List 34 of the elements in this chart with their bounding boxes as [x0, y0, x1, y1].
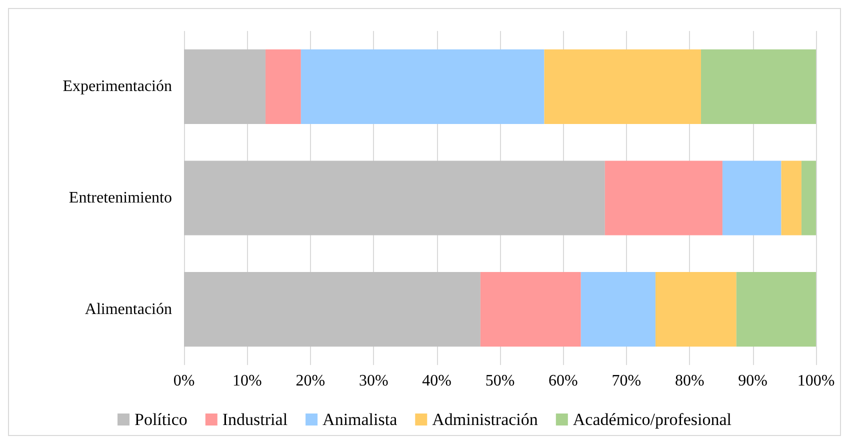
bar — [184, 272, 480, 347]
x-tick-label: 80% — [674, 372, 704, 390]
bar — [736, 272, 816, 347]
legend-label: Industrial — [222, 410, 288, 429]
bar — [266, 49, 301, 124]
bar — [801, 160, 816, 236]
x-tick-label: 90% — [738, 372, 768, 390]
y-tick-label: Alimentación — [84, 300, 172, 318]
bar — [184, 160, 605, 236]
bar — [655, 272, 736, 347]
bar — [300, 49, 544, 124]
x-tick-label: 40% — [422, 372, 452, 390]
x-tick-label: 30% — [358, 372, 388, 390]
bar — [184, 49, 266, 124]
x-tick-label: 0% — [173, 372, 195, 390]
y-tick-label: Experimentación — [62, 78, 172, 96]
legend-label: Administración — [432, 410, 538, 429]
bar — [480, 272, 581, 347]
bar — [544, 49, 701, 124]
x-tick-label: 20% — [296, 372, 326, 390]
bar — [722, 160, 782, 236]
x-tick-label: 100% — [797, 372, 835, 390]
legend-label: Político — [134, 410, 188, 429]
bar — [604, 160, 722, 236]
legend-label: Académico/profesional — [572, 410, 732, 429]
x-tick-label: 70% — [612, 372, 642, 390]
x-tick-label: 50% — [485, 372, 515, 390]
legend-label: Animalista — [322, 410, 398, 429]
x-tick-label: 60% — [548, 372, 578, 390]
x-tick-label: 10% — [232, 372, 262, 390]
bar — [580, 272, 656, 347]
bar — [700, 49, 816, 124]
bar — [781, 160, 802, 236]
y-tick-label: Entretenimiento — [68, 190, 172, 206]
